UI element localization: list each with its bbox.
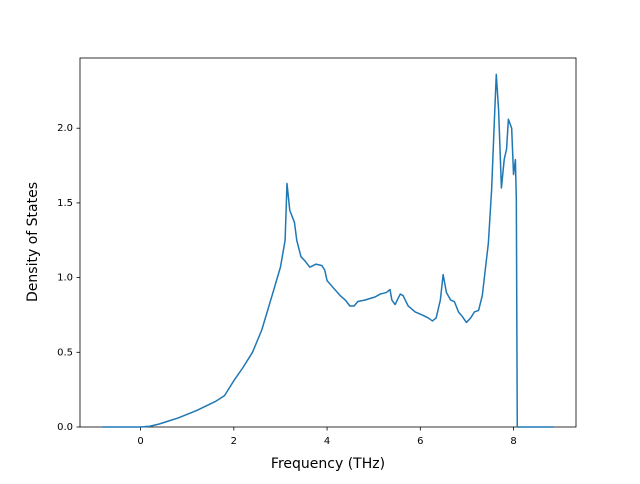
y-tick-label: 1.0 <box>57 273 73 284</box>
y-axis-label: Density of States <box>25 182 41 302</box>
x-tick-label: 6 <box>417 436 423 447</box>
x-tick-label: 4 <box>324 436 330 447</box>
x-axis-label: Frequency (THz) <box>271 456 385 472</box>
y-tick-label: 2.0 <box>57 123 73 134</box>
data-line <box>102 73 554 428</box>
x-tick-label: 0 <box>137 436 143 447</box>
x-tick-label: 2 <box>231 436 237 447</box>
plot-frame <box>79 57 577 428</box>
y-tick-label: 1.5 <box>57 198 73 209</box>
x-tick-label: 8 <box>510 436 516 447</box>
y-tick-label: 0.5 <box>57 347 73 358</box>
y-tick-label: 0.0 <box>57 422 73 433</box>
